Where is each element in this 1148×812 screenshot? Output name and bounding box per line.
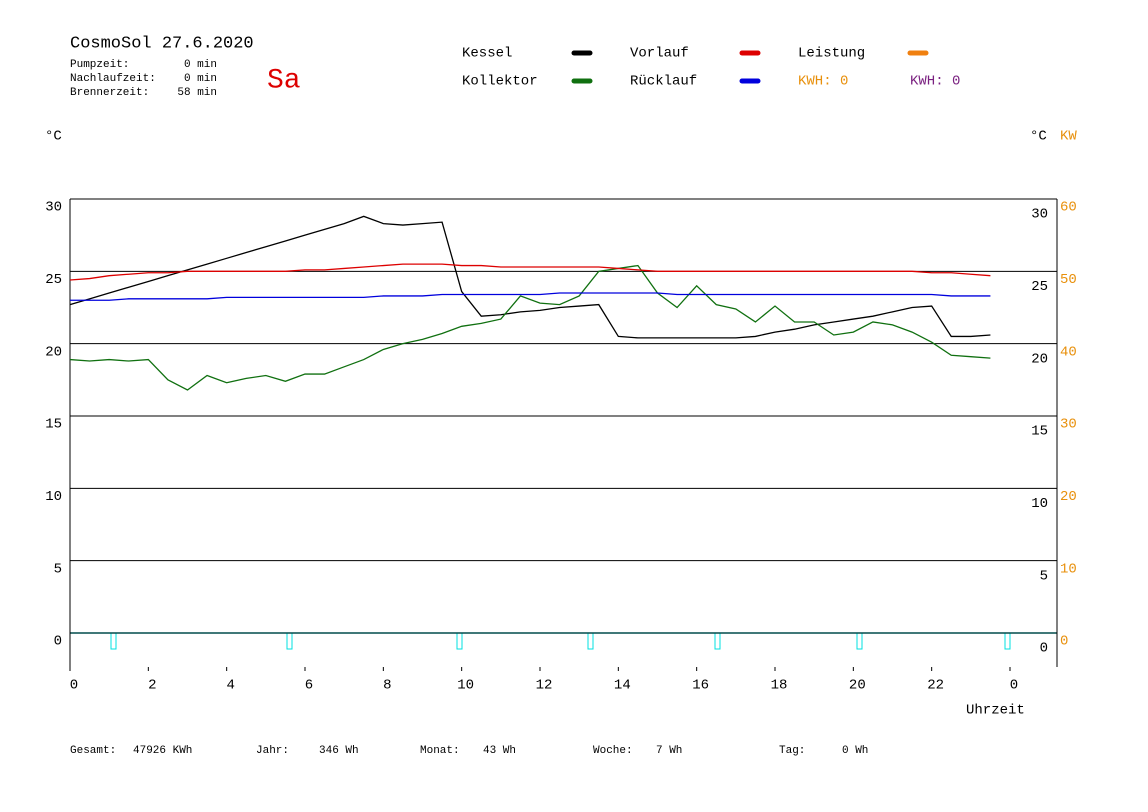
legend-label: Kessel [462,46,512,62]
legend-label: Rücklauf [630,74,697,90]
y-tick-label: 25 [45,272,62,288]
y3-tick-label: 20 [1060,489,1077,505]
y2-tick-label: 10 [1031,496,1048,512]
total-label: Jahr: [256,745,289,757]
x-tick-label: 4 [226,678,234,694]
chart-title: CosmoSol 27.6.2020 [70,34,254,53]
x-tick-label: 20 [849,678,866,694]
y2-tick-label: 5 [1040,568,1048,584]
total-label: Gesamt: [70,745,116,757]
day: Sa [267,65,301,96]
x-tick-label: 2 [148,678,156,694]
y3-axis-label: KW [1060,129,1077,145]
y2-tick-label: 30 [1031,207,1048,223]
stat-value: 0 min [184,59,217,71]
legend-label: Vorlauf [630,46,689,62]
y-axis-label: °C [45,129,62,145]
series-line [69,264,991,391]
stat-label: Nachlaufzeit: [70,73,156,85]
x-axis-label: Uhrzeit [966,703,1025,719]
total-label: Monat: [420,745,460,757]
kwh-label: KWH: 0 [798,74,848,90]
stat-label: Brennerzeit: [70,87,149,99]
total-value: 47926 KWh [133,745,192,757]
x-tick-label: 6 [305,678,313,694]
series-line [69,215,991,339]
x-tick-label: 10 [457,678,474,694]
series-line [69,263,991,281]
x-tick-label: 14 [614,678,631,694]
kwh-label: KWH: 0 [910,74,960,90]
y3-tick-label: 40 [1060,344,1077,360]
total-value: 0 Wh [842,745,868,757]
y2-axis-label: °C [1030,129,1047,145]
y-tick-label: 5 [54,561,62,577]
total-label: Woche: [593,745,633,757]
stat-value: 58 min [177,87,217,99]
y-tick-label: 30 [45,200,62,216]
y3-tick-label: 10 [1060,561,1077,577]
stat-label: Pumpzeit: [70,59,129,71]
legend-label: Leistung [798,46,865,62]
y3-tick-label: 50 [1060,272,1077,288]
stat-value: 0 min [184,73,217,85]
y2-tick-label: 15 [1031,424,1048,440]
markers [110,632,1011,650]
x-tick-label: 16 [692,678,709,694]
y-tick-label: 10 [45,489,62,505]
y2-tick-label: 0 [1040,641,1048,657]
x-tick-label: 8 [383,678,391,694]
x-tick-label: 22 [927,678,944,694]
x-tick-label: 0 [1010,678,1018,694]
y-tick-label: 20 [45,344,62,360]
x-tick-label: 12 [536,678,553,694]
total-value: 346 Wh [319,745,359,757]
y-tick-label: 0 [54,634,62,650]
y3-tick-label: 0 [1060,634,1068,650]
legend-label: Kollektor [462,74,538,90]
total-label: Tag: [779,745,805,757]
x-tick-label: 0 [70,678,78,694]
y2-tick-label: 25 [1031,279,1048,295]
series-line [70,292,991,301]
total-value: 43 Wh [483,745,516,757]
y3-tick-label: 30 [1060,417,1077,433]
y-tick-label: 15 [45,417,62,433]
y2-tick-label: 20 [1031,351,1048,367]
total-value: 7 Wh [656,745,682,757]
x-tick-label: 18 [771,678,788,694]
y3-tick-label: 60 [1060,200,1077,216]
